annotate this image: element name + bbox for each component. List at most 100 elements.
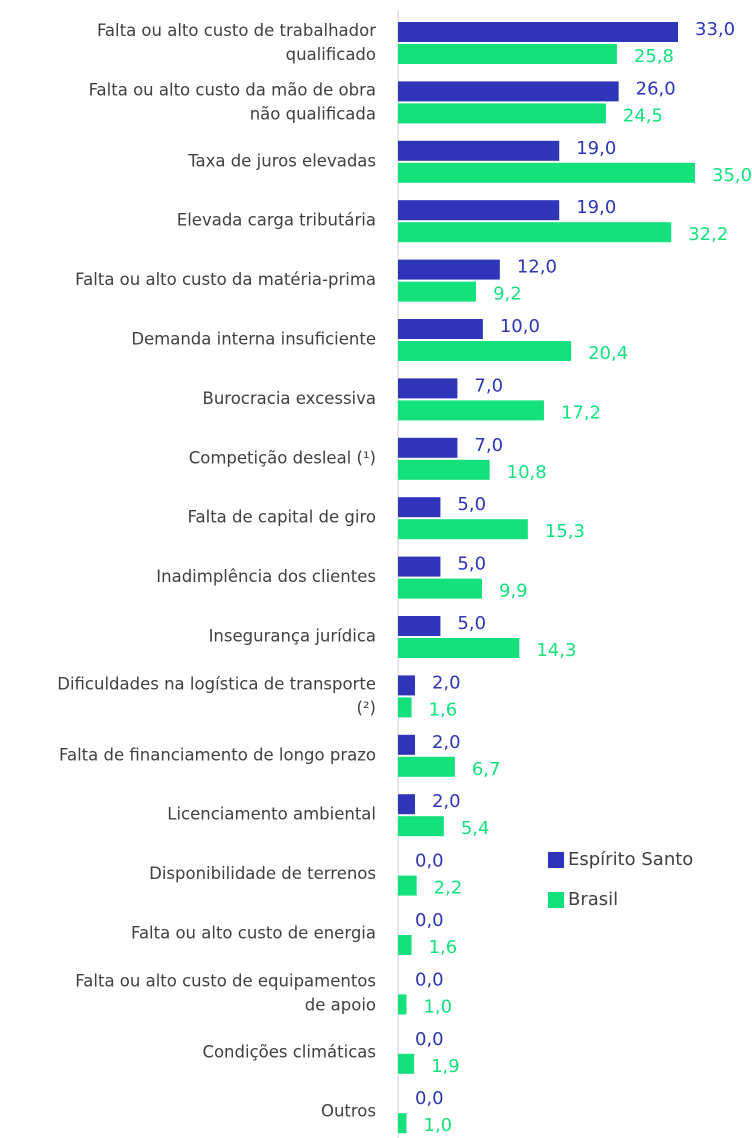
value-label: 2,0 xyxy=(432,791,461,812)
value-label: 32,2 xyxy=(688,224,728,245)
category-label: Competição desleal (¹) xyxy=(189,448,376,467)
bar xyxy=(398,103,606,124)
value-label: 14,3 xyxy=(536,640,576,661)
bar xyxy=(398,497,441,518)
category-label: Falta ou alto custo de equipamentos de ap… xyxy=(75,971,376,1014)
bar xyxy=(398,756,455,777)
category-label-line: qualificado xyxy=(286,45,376,64)
value-label: 2,0 xyxy=(432,672,461,693)
value-label: 24,5 xyxy=(623,105,663,126)
value-label: 10,0 xyxy=(500,316,540,337)
value-label: 20,4 xyxy=(588,343,628,364)
bar xyxy=(398,816,444,837)
value-label: 0,0 xyxy=(415,1029,444,1050)
legend-label: Espírito Santo xyxy=(568,849,693,870)
bar xyxy=(398,697,412,718)
value-label: 1,6 xyxy=(429,937,458,958)
value-label: 5,0 xyxy=(457,554,486,575)
bar xyxy=(398,935,412,955)
value-label: 15,3 xyxy=(545,521,585,542)
category-label-line: não qualificada xyxy=(250,104,376,123)
value-label: 26,0 xyxy=(636,78,676,99)
bar xyxy=(398,875,417,896)
category-label: Insegurança jurídica xyxy=(209,627,376,646)
bar xyxy=(398,437,458,458)
value-label: 35,0 xyxy=(712,165,752,186)
category-label-line: Dificuldades na logística de transporte xyxy=(57,674,376,693)
value-label: 1,0 xyxy=(423,1115,452,1136)
bar xyxy=(398,22,679,42)
value-label: 0,0 xyxy=(415,910,444,931)
value-label: 33,0 xyxy=(695,19,735,40)
value-label: 0,0 xyxy=(415,969,444,990)
bar xyxy=(398,378,458,399)
value-label: 1,9 xyxy=(431,1056,460,1077)
value-label: 1,0 xyxy=(423,996,452,1017)
category-label: Outros xyxy=(321,1102,376,1121)
value-label: 9,9 xyxy=(499,581,528,602)
category-label: Falta ou alto custo da matéria-prima xyxy=(75,270,376,289)
category-label: Inadimplência dos clientes xyxy=(156,567,376,586)
category-label: Licenciamento ambiental xyxy=(167,805,376,824)
bar xyxy=(398,1053,415,1074)
category-label: Burocracia excessiva xyxy=(203,389,376,408)
bar xyxy=(398,319,483,339)
value-label: 12,0 xyxy=(517,257,557,278)
bar xyxy=(398,638,520,658)
bar xyxy=(398,675,415,696)
value-label: 6,7 xyxy=(472,759,501,780)
value-label: 9,2 xyxy=(493,284,522,305)
value-label: 19,0 xyxy=(576,138,616,159)
category-label: Disponibilidade de terrenos xyxy=(149,864,376,883)
value-label: 7,0 xyxy=(474,375,503,396)
value-label: 10,8 xyxy=(507,462,547,483)
category-label: Elevada carga tributária xyxy=(177,211,376,230)
bar xyxy=(398,578,483,599)
category-label-line: Falta ou alto custo da mão de obra xyxy=(89,80,376,99)
value-label: 19,0 xyxy=(576,197,616,218)
bar xyxy=(398,81,619,102)
category-label: Falta de financiamento de longo prazo xyxy=(59,745,376,764)
bar xyxy=(398,794,415,815)
category-label: Falta ou alto custo da mão de obra não qu… xyxy=(89,80,376,123)
category-label: Dificuldades na logística de transporte (… xyxy=(57,674,376,717)
bar xyxy=(398,44,617,64)
bar xyxy=(398,341,572,361)
bar xyxy=(398,459,490,480)
category-label: Falta ou alto custo de energia xyxy=(131,924,376,943)
value-label: 5,0 xyxy=(457,494,486,515)
category-label: Falta de capital de giro xyxy=(188,508,376,527)
value-label: 0,0 xyxy=(415,1088,444,1109)
bar xyxy=(398,994,407,1015)
bar xyxy=(398,616,441,636)
category-label-line: Falta ou alto custo de equipamentos xyxy=(75,971,376,990)
bar xyxy=(398,519,528,540)
bar xyxy=(398,222,672,243)
legend-label: Brasil xyxy=(568,889,618,910)
category-label: Condições climáticas xyxy=(202,1042,376,1061)
bar xyxy=(398,400,544,421)
value-label: 5,4 xyxy=(461,818,490,839)
category-label: Demanda interna insuficiente xyxy=(131,330,376,349)
legend-swatch xyxy=(548,892,564,908)
value-label: 0,0 xyxy=(415,851,444,872)
bar xyxy=(398,162,695,183)
category-label-line: Falta ou alto custo de trabalhador xyxy=(97,21,376,40)
category-label-line: (²) xyxy=(357,698,377,717)
bar xyxy=(398,259,500,280)
bar xyxy=(398,140,560,161)
legend-swatch xyxy=(548,852,564,868)
value-label: 1,6 xyxy=(429,699,458,720)
value-label: 7,0 xyxy=(474,435,503,456)
value-label: 25,8 xyxy=(634,46,674,67)
bar xyxy=(398,556,441,577)
value-label: 5,0 xyxy=(457,613,486,634)
value-label: 2,0 xyxy=(432,732,461,753)
bar xyxy=(398,1113,407,1134)
value-label: 2,2 xyxy=(434,878,463,899)
category-label-line: de apoio xyxy=(305,995,376,1014)
bar xyxy=(398,281,477,302)
bar xyxy=(398,200,560,221)
bar xyxy=(398,734,415,755)
